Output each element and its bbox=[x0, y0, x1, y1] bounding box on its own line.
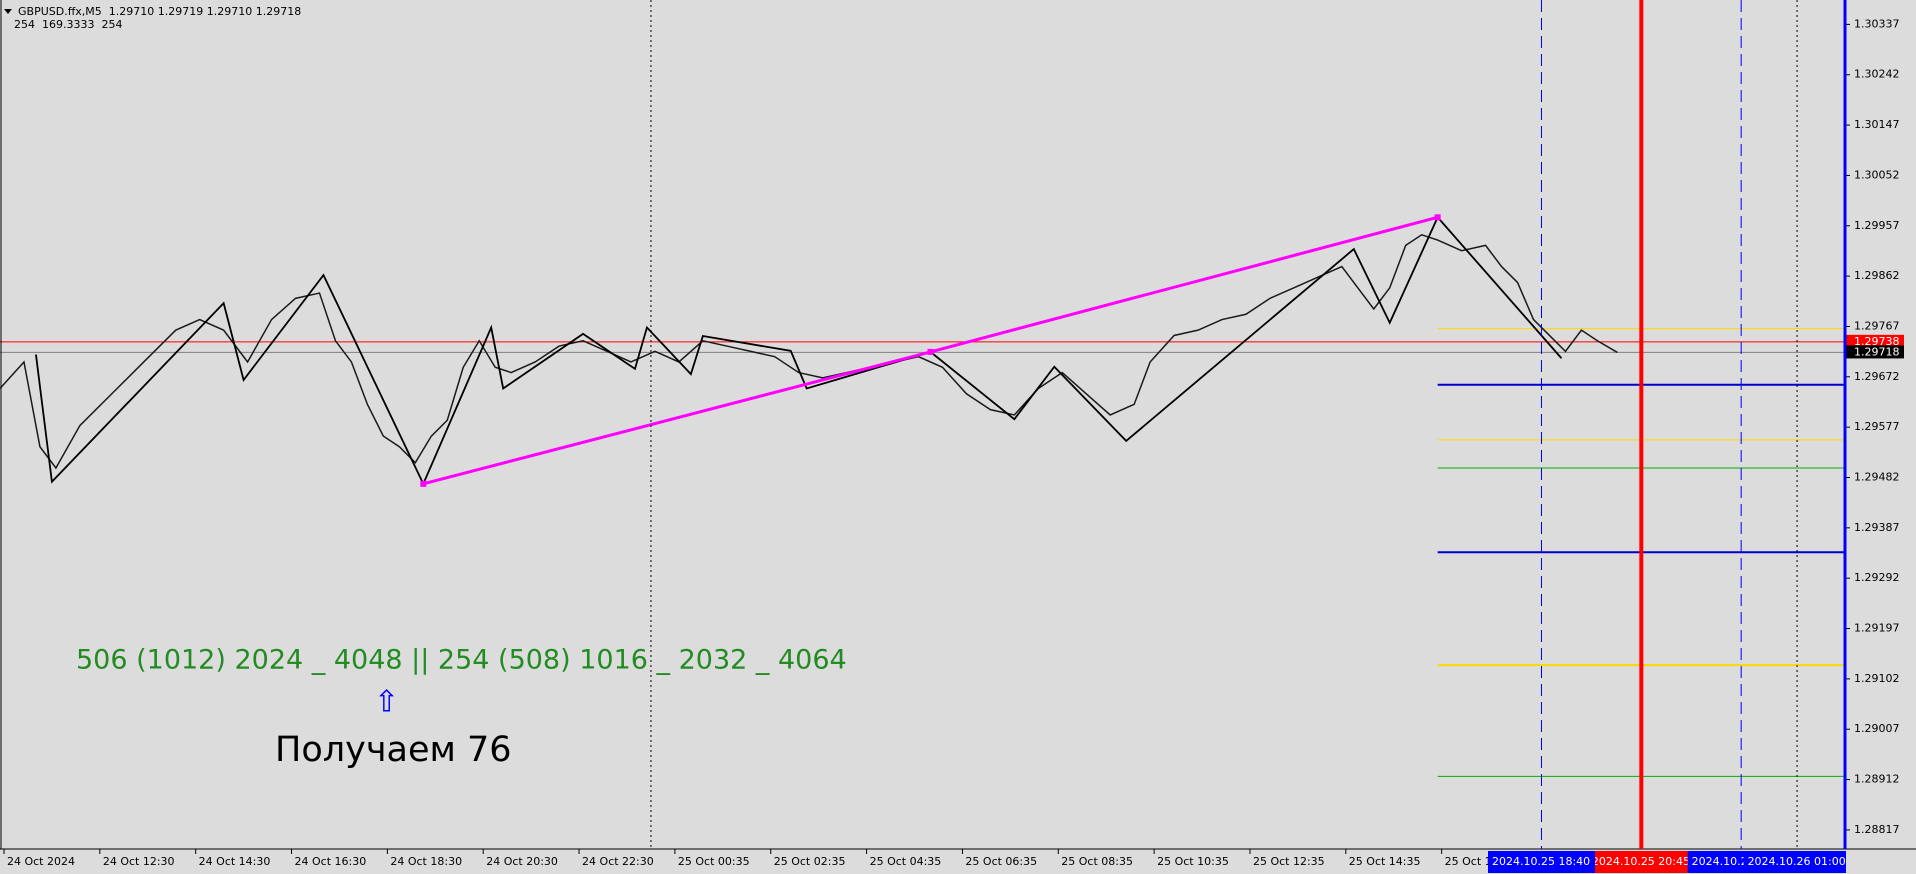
time-label-text: 2024.10.25 20:45 bbox=[1592, 855, 1690, 868]
header-line: 254 169.3333 254 bbox=[14, 18, 122, 31]
zigzag-line bbox=[35, 215, 1563, 487]
x-tick-label: 24 Oct 22:30 bbox=[582, 855, 654, 868]
annotation: Получаем 76 bbox=[275, 730, 512, 770]
y-tick-label: 1.29767 bbox=[1854, 319, 1900, 332]
y-tick-label: 1.29387 bbox=[1854, 521, 1900, 534]
x-tick-label: 25 Oct 12:35 bbox=[1253, 855, 1325, 868]
header-line: GBPUSD.ffx,M5 1.29710 1.29719 1.29710 1.… bbox=[18, 5, 301, 18]
x-tick-label: 24 Oct 2024 bbox=[7, 855, 75, 868]
y-tick-label: 1.29577 bbox=[1854, 420, 1900, 433]
time-label: 2024.10.26 01:00 bbox=[1743, 851, 1851, 873]
annotation: 506 (1012) 2024 _ 4048 || 254 (508) 1016… bbox=[76, 645, 847, 676]
x-tick-label: 24 Oct 18:30 bbox=[390, 855, 462, 868]
y-tick-label: 1.29672 bbox=[1854, 370, 1900, 383]
y-tick-label: 1.29957 bbox=[1854, 219, 1900, 232]
time-label-box bbox=[1587, 851, 1695, 873]
price-label-box bbox=[1846, 345, 1904, 359]
y-tick-label: 1.29007 bbox=[1854, 722, 1900, 735]
x-tick-label: 24 Oct 12:30 bbox=[103, 855, 175, 868]
y-tick-label: 1.29292 bbox=[1854, 571, 1900, 584]
y-tick-label: 1.30052 bbox=[1854, 168, 1900, 181]
header-arrow bbox=[4, 9, 12, 14]
y-tick-label: 1.30337 bbox=[1854, 17, 1900, 30]
x-tick-label: 25 Oct 00:35 bbox=[678, 855, 750, 868]
trend-point bbox=[420, 480, 427, 487]
time-label-box bbox=[1743, 851, 1851, 873]
x-tick-label: 25 Oct 04:35 bbox=[870, 855, 942, 868]
plot bbox=[0, 214, 1845, 777]
x-tick-label: 25 Oct 06:35 bbox=[965, 855, 1037, 868]
time-label-box bbox=[1487, 851, 1595, 873]
trend-point bbox=[1434, 214, 1441, 221]
y-tick-label: 1.30242 bbox=[1854, 68, 1900, 81]
x-tick-label: 25 Oct 08:35 bbox=[1061, 855, 1133, 868]
y-tick-label: 1.30147 bbox=[1854, 118, 1900, 131]
price-line bbox=[0, 233, 1618, 470]
x-tick-label: 25 Oct 02:35 bbox=[774, 855, 846, 868]
trend-point bbox=[927, 348, 934, 355]
price-label-box bbox=[1846, 334, 1904, 348]
y-tick-label: 1.29862 bbox=[1854, 269, 1900, 282]
x-tick-label: 24 Oct 20:30 bbox=[486, 855, 558, 868]
y-tick-label: 1.29102 bbox=[1854, 672, 1900, 685]
x-tick-label: 24 Oct 16:30 bbox=[295, 855, 367, 868]
y-tick-label: 1.29482 bbox=[1854, 470, 1900, 483]
x-tick-label: 24 Oct 14:30 bbox=[199, 855, 271, 868]
y-tick-label: 1.28912 bbox=[1854, 773, 1900, 786]
time-label-text: 2024.10.26 01:00 bbox=[1748, 855, 1846, 868]
time-label: 2024.10.25 20:45 bbox=[1587, 851, 1695, 873]
y-tick-label: 1.29197 bbox=[1854, 622, 1900, 635]
x-tick-label: 25 Oct 10:35 bbox=[1157, 855, 1229, 868]
price-label: 1.29738 bbox=[1854, 335, 1900, 348]
time-label-text: 2024.10.25 18:40 bbox=[1492, 855, 1590, 868]
price-label: 1.29718 bbox=[1854, 345, 1900, 358]
time-label: 2024.10.25 18:40 bbox=[1487, 851, 1595, 873]
annotation: ⇧ bbox=[374, 685, 399, 720]
y-tick-label: 1.28817 bbox=[1854, 823, 1900, 836]
axis-corner bbox=[1846, 850, 1916, 874]
x-tick-label: 25 Oct 14:35 bbox=[1349, 855, 1421, 868]
